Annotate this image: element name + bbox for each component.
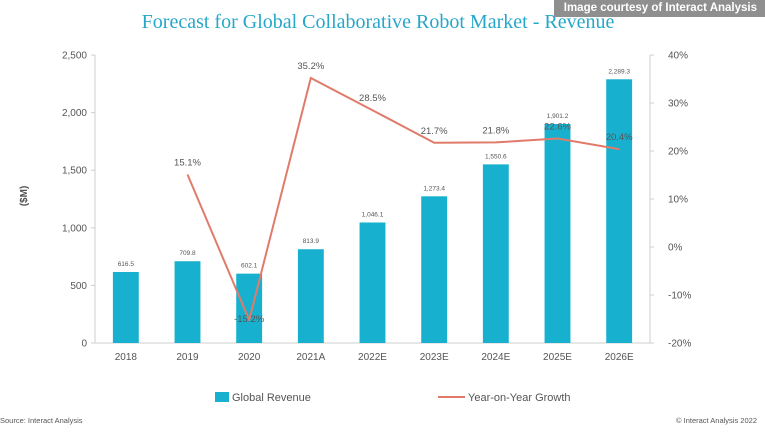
growth-label: 20.4% [606,132,633,143]
y2-axis-ticks: -20% -10% 0% 10% 20% 30% 40% [650,51,691,350]
y-tick-label: 1,500 [62,166,87,177]
y-tick-label: 2,000 [62,108,87,119]
y2-tick-label: -10% [668,291,691,302]
copyright-note: © Interact Analysis 2022 [676,416,757,425]
x-tick-label: 2026E [605,352,634,363]
y2-tick-label: 0% [668,243,683,254]
x-tick-label: 2018 [115,352,138,363]
revenue-bar-label: 1,901.2 [547,113,569,120]
revenue-bar-label: 813.9 [303,238,320,245]
revenue-bar-label: 2,289.3 [608,68,630,75]
courtesy-banner: Image courtesy of Interact Analysis [553,0,765,17]
growth-label: 22.6% [544,122,571,133]
legend: Global Revenue Year-on-Year Growth [215,392,571,404]
revenue-bar [421,196,448,343]
revenue-bars [112,79,633,344]
revenue-bar-label: 602.1 [241,263,258,270]
x-tick-label: 2021A [296,352,325,363]
growth-label: 28.5% [359,93,386,104]
growth-label: 21.8% [482,125,509,136]
x-tick-label: 2025E [543,352,572,363]
y-tick-label: 2,500 [62,51,87,62]
growth-labels: 15.1% -15.2% 35.2% 28.5% 21.7% 21.8% 22.6% 20.4… [174,61,633,325]
x-axis-ticks: 2018 2019 2020 2021A 2022E 2023E 2024E 2025E 202… [115,352,634,363]
y2-tick-label: -20% [668,339,691,350]
chart-title: Forecast for Global Collaborative Robot … [142,11,615,33]
revenue-bar [112,271,139,343]
x-tick-label: 2022E [358,352,387,363]
y-tick-label: 0 [81,339,87,350]
y-tick-label: 500 [70,281,87,292]
growth-label: -15.2% [234,314,265,325]
revenue-bar [174,261,201,343]
revenue-bar-label: 1,273.4 [423,185,445,192]
growth-label: 15.1% [174,158,201,169]
revenue-bar [297,249,324,343]
revenue-bar-labels: 616.5 709.8 602.1 813.9 1,046.1 1,273.4 1,550.… [118,68,631,269]
revenue-bar-label: 1,550.6 [485,153,507,160]
source-note: Source: Interact Analysis [0,416,83,425]
revenue-bar-label: 709.8 [179,250,196,257]
growth-line [186,76,620,324]
y-tick-label: 1,000 [62,223,87,234]
x-tick-label: 2020 [238,352,261,363]
x-tick-label: 2023E [420,352,449,363]
legend-label-growth: Year-on-Year Growth [468,392,571,404]
y2-tick-label: 40% [668,51,688,62]
revenue-bar-label: 616.5 [118,261,135,268]
x-tick-label: 2024E [481,352,510,363]
y2-tick-label: 20% [668,147,688,158]
x-tick-label: 2019 [176,352,199,363]
legend-label-revenue: Global Revenue [232,392,311,404]
revenue-bar [359,222,386,343]
y-axis-label: ($M) [19,186,30,207]
y2-tick-label: 30% [668,99,688,110]
revenue-bar-label: 1,046.1 [362,211,384,218]
y-axis-ticks: 0 500 1,000 1,500 2,000 2,500 [62,51,95,350]
revenue-bar [606,79,633,343]
y2-tick-label: 10% [668,195,688,206]
growth-line-group [186,76,620,324]
legend-swatch-revenue [215,392,229,402]
growth-label: 35.2% [297,61,324,72]
revenue-bar [482,164,509,343]
revenue-bar [544,123,571,344]
growth-label: 21.7% [421,126,448,137]
